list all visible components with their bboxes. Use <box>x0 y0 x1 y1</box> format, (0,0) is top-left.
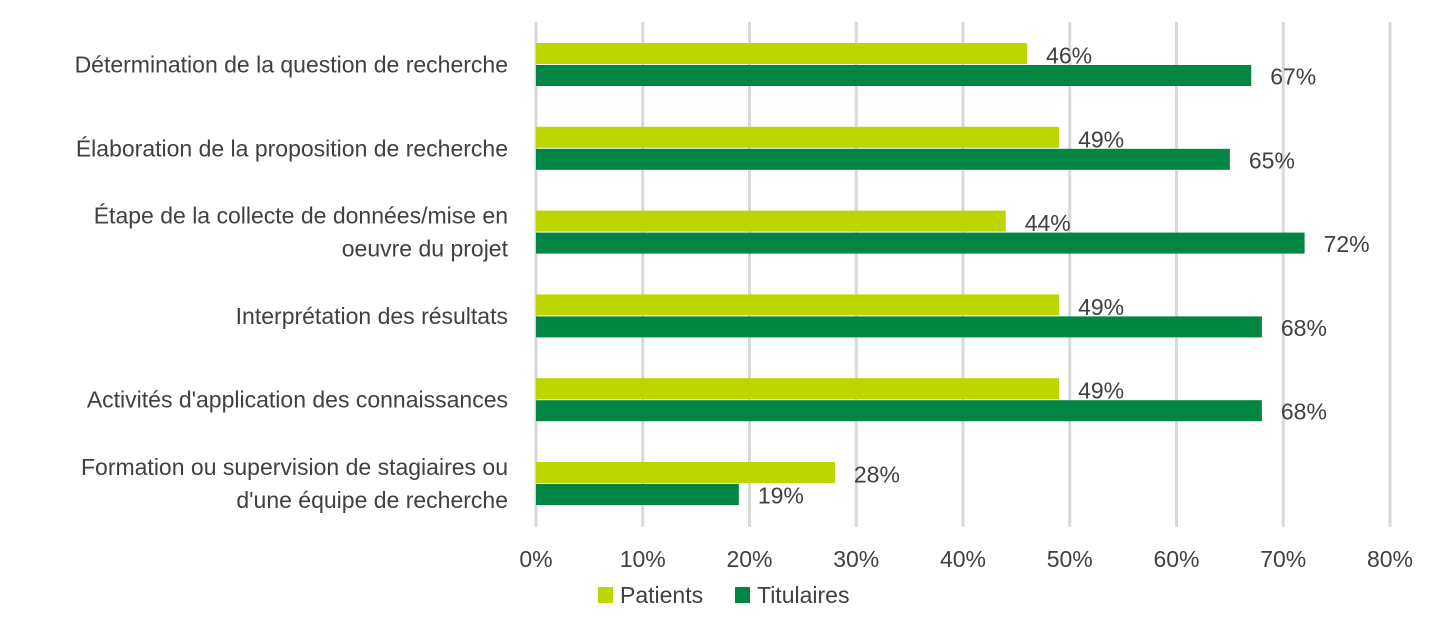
bar-titulaires-4 <box>536 400 1262 422</box>
category-label-line: Étape de la collecte de données/mise en <box>94 203 508 229</box>
category-label: Formation ou supervision de stagiaires o… <box>81 454 508 513</box>
category-label: Élaboration de la proposition de recherc… <box>76 135 508 161</box>
legend-label-titulaires: Titulaires <box>757 582 849 608</box>
bar-patients-5 <box>536 462 835 483</box>
x-tick-label: 0% <box>519 546 552 572</box>
x-tick-label: 30% <box>833 546 879 572</box>
bar-titulaires-0 <box>536 65 1252 86</box>
bar-patients-4 <box>536 378 1060 400</box>
legend-label-patients: Patients <box>620 582 703 608</box>
category-label-line: Détermination de la question de recherch… <box>75 52 508 78</box>
bar-titulaires-2 <box>536 232 1305 254</box>
legend: Patients Titulaires <box>598 582 849 608</box>
bar-titulaires-1 <box>536 148 1230 170</box>
bar-titulaires-3 <box>536 316 1262 338</box>
data-label-patients: 49% <box>1078 126 1124 152</box>
data-label-titulaires: 67% <box>1270 64 1316 90</box>
bar-patients-1 <box>536 126 1060 148</box>
data-label-patients: 49% <box>1078 378 1124 404</box>
x-axis-tick-labels: 0% 10% 20% 30% 40% 50% 60% 70% 80% <box>519 546 1413 572</box>
bar-patients-2 <box>536 210 1006 232</box>
x-tick-label: 60% <box>1153 546 1199 572</box>
data-label-patients: 44% <box>1025 210 1071 236</box>
bar-patients-3 <box>536 294 1060 316</box>
category-label-line: Activités d'application des connaissance… <box>87 387 508 413</box>
x-tick-label: 40% <box>940 546 986 572</box>
data-label-titulaires: 68% <box>1281 399 1327 425</box>
bars <box>536 43 1305 505</box>
data-label-titulaires: 19% <box>758 483 804 509</box>
category-label: Interprétation des résultats <box>236 303 508 329</box>
bar-titulaires-5 <box>536 484 739 505</box>
data-label-patients: 49% <box>1078 294 1124 320</box>
category-label-line: Interprétation des résultats <box>236 303 508 329</box>
bar-patients-0 <box>536 43 1028 64</box>
x-tick-label: 10% <box>620 546 666 572</box>
category-labels: Détermination de la question de recherch… <box>75 52 509 514</box>
category-label: Étape de la collecte de données/mise en o… <box>94 203 509 262</box>
x-tick-label: 80% <box>1367 546 1413 572</box>
category-label-line: Élaboration de la proposition de recherc… <box>76 135 508 161</box>
data-label-patients: 28% <box>854 462 900 488</box>
data-label-titulaires: 72% <box>1324 231 1370 257</box>
legend-swatch-patients <box>598 587 613 603</box>
category-label-line: d'une équipe de recherche <box>236 487 508 513</box>
category-label-line: Formation ou supervision de stagiaires o… <box>81 454 508 480</box>
category-label: Activités d'application des connaissance… <box>87 387 508 413</box>
gridlines <box>534 22 1392 527</box>
data-labels: 46% 67% 49% 65% 44% 72% 49% 68% 49% 68% 28% 19% <box>758 43 1370 509</box>
category-label: Détermination de la question de recherch… <box>75 52 508 78</box>
category-label-line: oeuvre du projet <box>342 236 509 262</box>
data-label-titulaires: 68% <box>1281 315 1327 341</box>
data-label-patients: 46% <box>1046 43 1092 69</box>
legend-swatch-titulaires <box>735 587 750 603</box>
x-tick-label: 70% <box>1260 546 1306 572</box>
x-tick-label: 50% <box>1047 546 1093 572</box>
data-label-titulaires: 65% <box>1249 147 1295 173</box>
x-tick-label: 20% <box>726 546 772 572</box>
